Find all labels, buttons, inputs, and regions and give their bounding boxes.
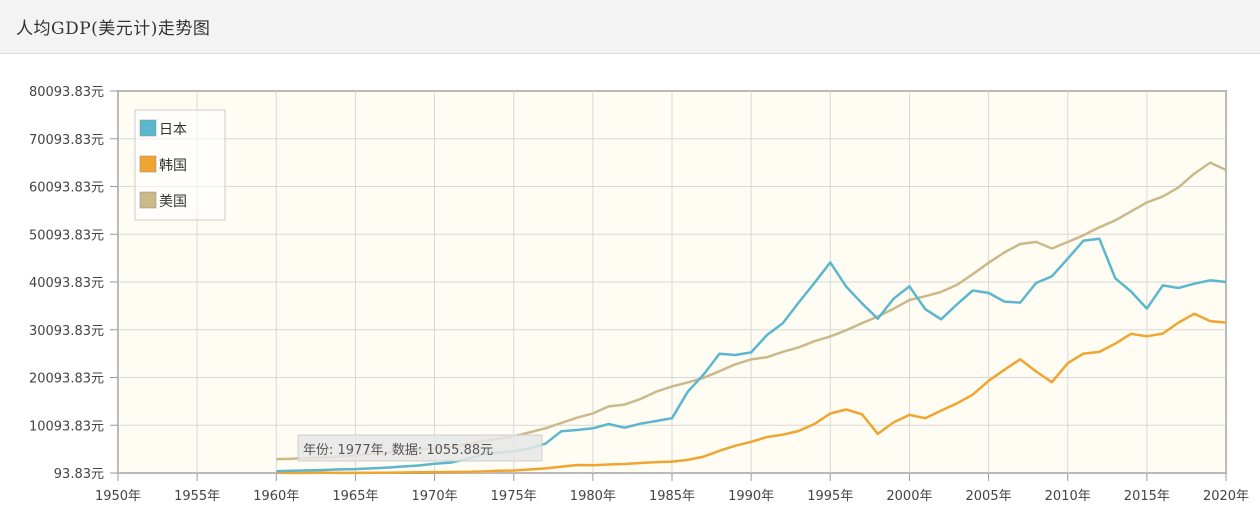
- y-tick-label: 30093.83元: [29, 324, 104, 339]
- x-tick-label: 2015年: [1124, 489, 1170, 504]
- x-tick-label: 1995年: [807, 489, 853, 504]
- x-tick-label: 2020年: [1203, 489, 1249, 504]
- gdp-line-chart: 93.83元 10093.83元 20093.83元 30093.83元 40093.8…: [29, 85, 1249, 504]
- legend-label-japan[interactable]: 日本: [159, 122, 187, 138]
- tooltip: 年份: 1977年, 数据: 1055.88元: [297, 434, 543, 462]
- x-tick-label: 1960年: [253, 489, 299, 504]
- x-tick-label: 1980年: [570, 489, 616, 504]
- legend-swatch-korea[interactable]: [139, 155, 157, 173]
- y-tick-label: 20093.83元: [29, 372, 104, 387]
- x-tick-label: 1985年: [649, 489, 695, 504]
- x-tick-label: 1970年: [412, 489, 458, 504]
- legend-swatch-usa[interactable]: [139, 191, 157, 209]
- series-line-japan[interactable]: [276, 237, 1227, 473]
- y-axis: 93.83元 10093.83元 20093.83元 30093.83元 40093.8…: [29, 85, 118, 482]
- y-tick-label: 80093.83元: [29, 85, 104, 100]
- page-title: 人均GDP(美元计)走势图: [16, 19, 211, 39]
- x-tick-label: 1955年: [174, 489, 220, 504]
- x-tick-label: 2005年: [966, 489, 1012, 504]
- tooltip-text: 年份: 1977年, 数据: 1055.88元: [303, 443, 493, 458]
- legend-label-korea[interactable]: 韩国: [159, 158, 187, 174]
- x-tick-label: 1965年: [332, 489, 378, 504]
- x-tick-label: 1990年: [728, 489, 774, 504]
- x-tick-label: 1975年: [491, 489, 537, 504]
- y-tick-label: 10093.83元: [29, 419, 104, 434]
- series-line-korea[interactable]: [276, 312, 1227, 475]
- x-tick-label: 2010年: [1045, 489, 1091, 504]
- x-tick-label: 1950年: [95, 489, 141, 504]
- y-tick-label: 70093.83元: [29, 133, 104, 148]
- x-axis: 1950年 1955年 1960年 1965年 1970年 1975年 1980年 1985年…: [95, 473, 1249, 504]
- legend-label-usa[interactable]: 美国: [159, 194, 187, 210]
- x-tick-label: 2000年: [886, 489, 932, 504]
- tooltip-box: [297, 434, 543, 462]
- y-tick-label: 93.83元: [54, 467, 104, 482]
- y-tick-label: 60093.83元: [29, 181, 104, 196]
- y-tick-label: 50093.83元: [29, 228, 104, 243]
- y-tick-label: 40093.83元: [29, 276, 104, 291]
- legend-swatch-japan[interactable]: [139, 119, 157, 137]
- page-header: 人均GDP(美元计)走势图: [0, 0, 1260, 54]
